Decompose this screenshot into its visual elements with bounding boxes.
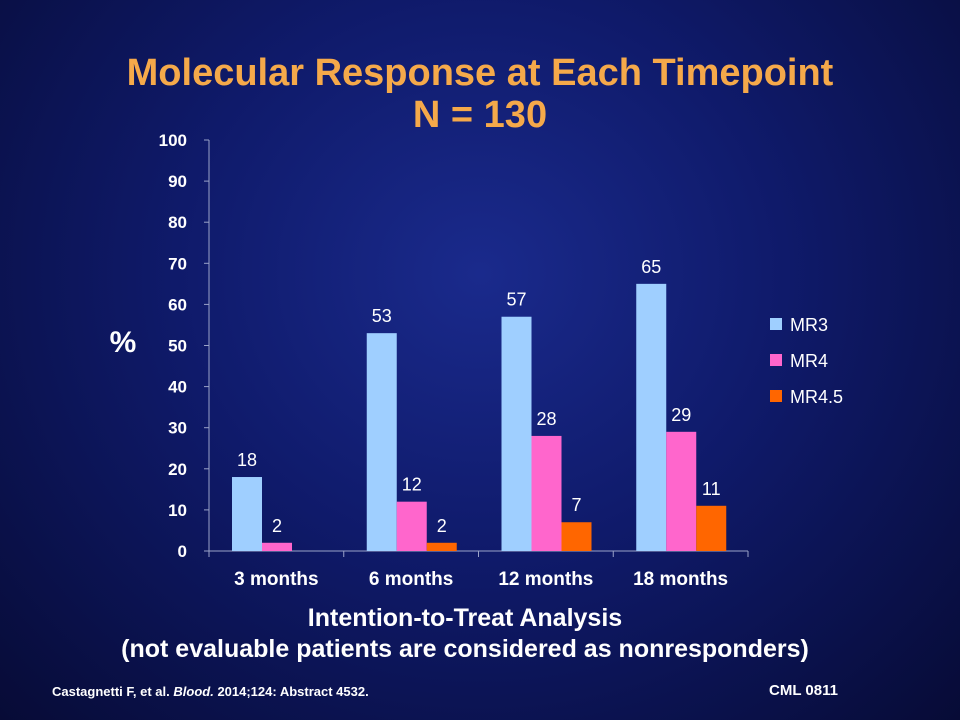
legend-swatch [770,318,782,330]
y-tick-label: 80 [168,213,187,232]
x-tick-label: 18 months [633,569,728,590]
legend-label: MR3 [790,315,828,335]
analysis-note: (not evaluable patients are considered a… [121,635,809,663]
data-label: 28 [536,409,556,429]
bar-mr3 [232,477,262,551]
bar-mr3 [636,283,667,551]
data-label: 18 [237,450,257,470]
legend-label: MR4 [790,351,828,371]
bar-mr4 [666,431,697,551]
y-tick-label: 0 [178,542,187,561]
bars: 18 2 53 12 2 57 28 7 65 29 11 [232,257,727,551]
y-tick-label: 10 [168,501,187,520]
y-tick-label: 20 [168,460,187,479]
bar-chart: 0 10 20 30 40 50 60 70 80 90 100% 3 months 6 months 1… [110,131,843,590]
bar-mr3 [501,316,532,551]
x-tick-label: 6 months [369,569,453,590]
y-axis-label: % [110,326,137,359]
x-tick-label: 3 months [234,569,318,590]
data-label: 12 [402,475,422,495]
axes: 0 10 20 30 40 50 60 70 80 90 100% 3 months 6 months 1… [110,131,749,590]
y-tick-label: 60 [168,295,187,314]
bar-mr4 [531,435,562,551]
chart-subtitle: N = 130 [412,94,548,136]
y-tick-label: 50 [168,337,187,356]
bar-mr4-5 [426,542,457,551]
data-label: 7 [571,495,581,515]
bar-mr4 [262,542,292,551]
legend-swatch [770,390,782,402]
citation-journal: Blood. [173,684,214,699]
y-tick-label: 40 [168,378,187,397]
y-tick-label: 70 [168,254,187,273]
data-label: 2 [272,516,282,536]
citation: Castagnetti F, et al. Blood. 2014;124: A… [52,684,369,699]
chart-title: Molecular Response at Each Timepoint [126,52,834,94]
citation-details: 2014;124: Abstract 4532. [217,684,369,699]
citation-authors: Castagnetti F, et al. [52,684,170,699]
data-label: 11 [702,479,721,499]
bar-mr3 [366,333,397,551]
x-tick-label: 12 months [498,569,593,590]
bar-mr4-5 [561,522,592,551]
legend: MR3 MR4 MR4.5 [770,315,843,407]
data-label: 57 [506,290,526,310]
y-tick-label: 100 [159,131,187,150]
data-label: 65 [641,257,661,277]
bar-mr4 [396,501,427,551]
legend-label: MR4.5 [790,387,843,407]
legend-swatch [770,354,782,366]
study-code: CML 0811 [769,682,838,699]
data-label: 53 [372,306,392,326]
data-label: 2 [437,516,447,536]
y-tick-label: 90 [168,172,187,191]
bar-mr4-5 [696,505,727,551]
y-tick-label: 30 [168,419,187,438]
data-label: 29 [671,405,691,425]
analysis-title: Intention-to-Treat Analysis [307,604,623,632]
